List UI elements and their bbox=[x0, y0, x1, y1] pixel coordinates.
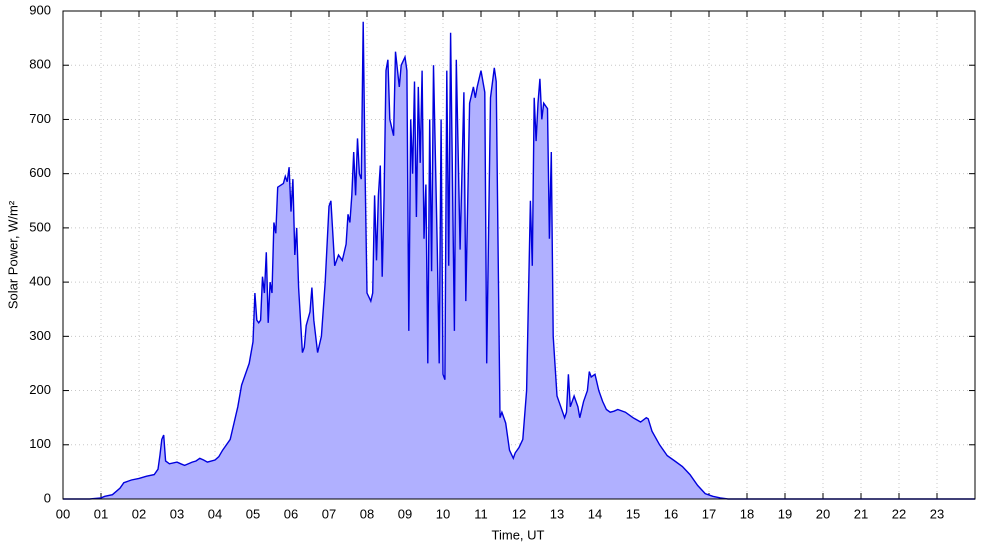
x-tick-label: 23 bbox=[930, 506, 944, 521]
x-tick-label: 12 bbox=[512, 506, 526, 521]
x-tick-label: 21 bbox=[854, 506, 868, 521]
line bbox=[63, 21, 975, 500]
x-tick-label: 00 bbox=[56, 506, 70, 521]
y-tick-label: 0 bbox=[44, 490, 51, 505]
y-tick-label: 600 bbox=[29, 165, 51, 180]
x-tick-label: 19 bbox=[778, 506, 792, 521]
x-tick-label: 13 bbox=[550, 506, 564, 521]
x-tick-label: 02 bbox=[132, 506, 146, 521]
x-tick-label: 11 bbox=[474, 506, 488, 521]
x-tick-label: 17 bbox=[702, 506, 716, 521]
y-tick-label: 100 bbox=[29, 436, 51, 451]
y-tick-label: 200 bbox=[29, 382, 51, 397]
x-tick-label: 15 bbox=[626, 506, 640, 521]
x-tick-label: 08 bbox=[360, 506, 374, 521]
x-tick-label: 04 bbox=[208, 506, 222, 521]
y-tick-label: 400 bbox=[29, 274, 51, 289]
y-tick-label: 500 bbox=[29, 219, 51, 234]
x-tick-label: 10 bbox=[436, 506, 450, 521]
y-tick-label: 300 bbox=[29, 328, 51, 343]
x-tick-label: 07 bbox=[322, 506, 336, 521]
plot-frame bbox=[62, 10, 976, 500]
y-tick-label: 800 bbox=[29, 57, 51, 72]
x-axis-label: Time, UT bbox=[492, 527, 545, 542]
x-tick-label: 20 bbox=[816, 506, 830, 521]
area-fill bbox=[63, 21, 975, 500]
y-tick-label: 900 bbox=[29, 2, 51, 17]
y-axis-label: Solar Power, W/m² bbox=[5, 200, 20, 309]
x-tick-label: 09 bbox=[398, 506, 412, 521]
x-tick-label: 22 bbox=[892, 506, 906, 521]
x-tick-label: 16 bbox=[664, 506, 678, 521]
y-tick-label: 700 bbox=[29, 111, 51, 126]
x-tick-label: 18 bbox=[740, 506, 754, 521]
x-tick-label: 01 bbox=[94, 506, 108, 521]
x-tick-label: 03 bbox=[170, 506, 184, 521]
x-tick-label: 06 bbox=[284, 506, 298, 521]
x-tick-label: 14 bbox=[588, 506, 602, 521]
x-tick-label: 05 bbox=[246, 506, 260, 521]
